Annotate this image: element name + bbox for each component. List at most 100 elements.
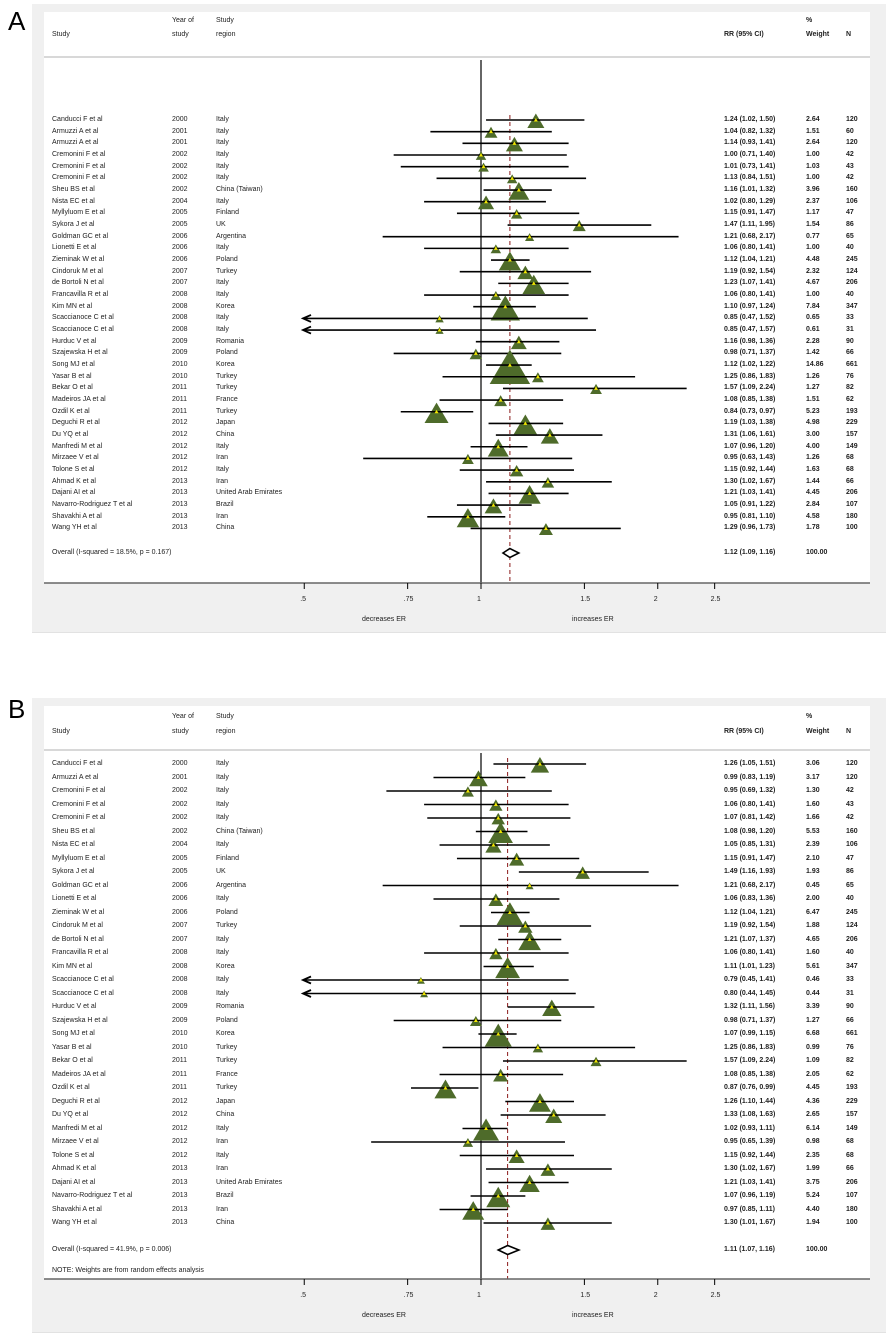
study-year: 2013: [172, 477, 188, 485]
study-weight: 4.00: [806, 442, 820, 450]
study-name: Goldman GC et al: [52, 232, 109, 240]
study-rr: 1.06 (0.80, 1.41): [724, 244, 776, 252]
study-region: Japan: [216, 419, 236, 427]
study-n: 86: [846, 221, 854, 229]
study-year: 2008: [172, 976, 188, 983]
point-estimate: [545, 1167, 550, 1171]
study-name: Kim MN et al: [52, 302, 93, 310]
study-region: Romania: [216, 1003, 245, 1010]
point-estimate: [496, 816, 501, 820]
study-n: 157: [846, 1111, 858, 1118]
study-name: Mirzaee V et al: [52, 1138, 99, 1145]
study-year: 2012: [172, 1124, 188, 1132]
study-weight: 1.42: [806, 349, 820, 357]
study-rr: 1.25 (0.86, 1.83): [724, 1043, 776, 1051]
study-n: 124: [846, 267, 858, 275]
study-rr: 1.05 (0.91, 1.22): [724, 501, 776, 509]
study-name: Sykora J et al: [52, 221, 95, 229]
study-rr: 1.11 (1.01, 1.23): [724, 962, 775, 970]
study-n: 40: [846, 895, 854, 902]
point-estimate: [493, 951, 498, 955]
study-rr: 1.02 (0.80, 1.29): [724, 197, 776, 205]
study-n: 661: [846, 1030, 858, 1037]
study-rr: 0.95 (0.81, 1.10): [724, 512, 776, 520]
study-weight: 1.09: [806, 1057, 820, 1064]
study-year: 2008: [172, 962, 188, 970]
study-region: Italy: [216, 949, 229, 956]
header-study: Study: [52, 728, 70, 735]
study-year: 2006: [172, 895, 188, 902]
study-year: 2012: [172, 1151, 188, 1159]
study-weight: 5.24: [806, 1192, 820, 1199]
header-year: study: [172, 31, 189, 38]
study-n: 180: [846, 512, 858, 520]
study-region: Argentina: [216, 232, 246, 240]
study-weight: 1.93: [806, 868, 820, 875]
study-region: Italy: [216, 800, 229, 808]
study-weight: 1.78: [806, 524, 820, 532]
overall-diamond: [501, 547, 521, 559]
study-region: Italy: [216, 244, 229, 252]
study-name: Navarro-Rodriguez T et al: [52, 501, 133, 509]
study-region: China: [216, 1219, 235, 1226]
study-region: Iran: [216, 1165, 229, 1172]
study-rr: 0.85 (0.47, 1.57): [724, 326, 776, 334]
study-n: 90: [846, 1003, 854, 1010]
study-year: 2013: [172, 1192, 188, 1199]
study-n: 66: [846, 1165, 854, 1172]
study-n: 193: [846, 407, 858, 415]
study-name: Dajani AI et al: [52, 489, 96, 497]
study-year: 2012: [172, 1138, 188, 1145]
study-region: Italy: [216, 162, 229, 170]
study-n: 31: [846, 989, 854, 997]
study-n: 66: [846, 477, 854, 485]
overall-weight: 100.00: [806, 549, 828, 556]
point-estimate: [496, 1032, 501, 1036]
study-n: 68: [846, 454, 854, 462]
study-rr: 1.47 (1.11, 1.95): [724, 221, 775, 229]
study-n: 65: [846, 881, 854, 889]
study-name: Deguchi R et al: [52, 419, 100, 427]
study-region: Turkey: [216, 1084, 238, 1091]
header-rr: RR (95% CI): [724, 31, 764, 38]
study-region: Italy: [216, 442, 229, 450]
point-estimate: [496, 444, 501, 449]
study-region: China (Taiwan): [216, 186, 263, 194]
study-n: 661: [846, 361, 858, 369]
study-n: 82: [846, 1057, 854, 1064]
study-n: 47: [846, 209, 854, 217]
point-estimate: [535, 374, 540, 379]
study-n: 229: [846, 1097, 858, 1105]
study-name: Goldman GC et al: [52, 881, 109, 889]
study-name: Bekar O et al: [52, 1057, 93, 1064]
x-tick-label: .75: [403, 1292, 414, 1299]
study-year: 2007: [172, 279, 188, 287]
study-region: Italy: [216, 787, 229, 794]
study-region: Poland: [216, 349, 238, 357]
x-tick-label: 2.5: [710, 596, 721, 603]
study-region: Korea: [216, 302, 235, 310]
study-name: Scaccianoce C et al: [52, 326, 114, 334]
point-estimate: [535, 1045, 540, 1049]
study-year: 2013: [172, 1165, 188, 1172]
study-n: 68: [846, 1151, 854, 1159]
study-year: 2010: [172, 361, 188, 369]
study-year: 2000: [172, 116, 188, 123]
study-n: 66: [846, 1016, 854, 1024]
study-weight: 1.27: [806, 384, 820, 392]
point-estimate: [516, 339, 521, 344]
point-estimate: [498, 829, 503, 833]
study-weight: 5.53: [806, 827, 820, 835]
study-rr: 1.21 (0.68, 2.17): [724, 232, 776, 240]
point-estimate: [594, 386, 599, 390]
study-weight: 0.65: [806, 314, 820, 322]
study-rr: 0.95 (0.63, 1.43): [724, 454, 776, 462]
point-estimate: [527, 937, 532, 941]
study-weight: 1.63: [806, 466, 820, 474]
forest-plot: [44, 749, 870, 1285]
weight-triangle-marker: [489, 349, 531, 384]
study-region: Italy: [216, 841, 229, 848]
study-n: 107: [846, 1192, 858, 1199]
study-name: Ozdil K et al: [52, 1084, 90, 1091]
study-region: Iran: [216, 1205, 229, 1213]
